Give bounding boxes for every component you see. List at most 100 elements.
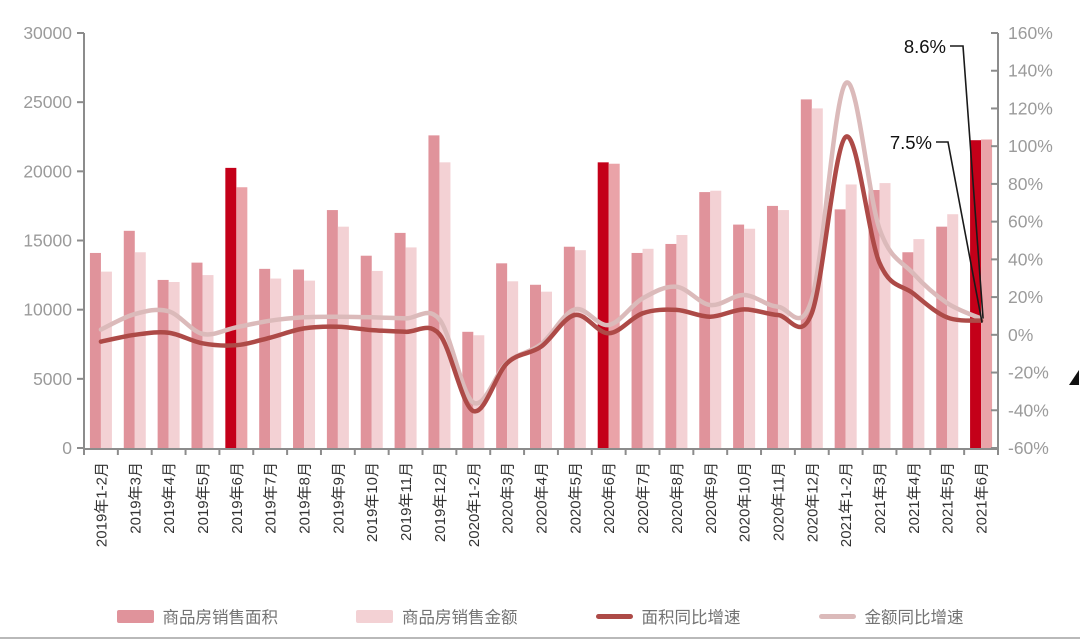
bar-sales-area: [766, 205, 778, 448]
area-growth-line: [98, 134, 984, 414]
sales-area-swatch-icon: [116, 609, 154, 623]
bar-sales-amount: [845, 184, 857, 448]
right-axis-tick-label: 120%: [1008, 98, 1053, 118]
bar-sales-amount: [134, 252, 146, 448]
right-axis-tick-label: 20%: [1008, 287, 1043, 307]
bar-sales-amount: [541, 291, 552, 448]
right-axis-tick-label: -40%: [1008, 400, 1049, 420]
bar-sales-area: [89, 252, 101, 448]
bar-sales-area: [293, 269, 305, 448]
x-axis-category-label: 2019年6月: [229, 462, 246, 534]
bar-sales-amount: [777, 210, 789, 448]
right-axis-tick-label: 100%: [1008, 136, 1053, 156]
x-axis-category-label: 2019年9月: [330, 462, 347, 534]
legend-item-area-growth: 面积同比增速: [595, 604, 741, 628]
bar-sales-amount: [710, 190, 722, 448]
bar-sales-area: [326, 210, 338, 448]
combo-chart: 30000 25000 20000 15000 10000 5000 0 160% 140% 12…: [23, 23, 1079, 547]
bar-sales-area: [834, 209, 846, 448]
annotation-amount-growth-value: 8.6%: [904, 36, 946, 57]
area-growth-line-swatch-icon: [595, 613, 633, 619]
bar-sales-area: [157, 279, 169, 448]
bar-sales-amount: [879, 183, 891, 448]
right-axis-tick-label: 140%: [1008, 61, 1053, 81]
x-axis-category-label: 2019年11月: [398, 462, 415, 541]
left-axis-tick-label: 20000: [23, 161, 72, 181]
x-axis-category-label: 2019年8月: [297, 462, 314, 534]
bar-sales-area: [360, 255, 372, 448]
bar-sales-amount: [507, 281, 519, 448]
bar-sales-amount: [947, 214, 959, 448]
bar-sales-amount: [270, 278, 282, 448]
bar-sales-area: [733, 224, 745, 448]
bar-sales-area: [868, 190, 880, 448]
right-axis-tick-label: 40%: [1008, 249, 1043, 269]
x-axis-category-label: 2020年3月: [500, 462, 517, 534]
bar-sales-area: [631, 252, 643, 448]
x-axis-category-label: 2019年3月: [127, 462, 144, 534]
bar-sales-amount: [371, 270, 383, 448]
bar-sales-area: [123, 230, 135, 448]
bar-sales-amount: [913, 239, 925, 448]
bar-sales-area-highlight: [597, 162, 609, 448]
x-axis-category-label: 2020年7月: [635, 462, 652, 534]
x-axis-category-label: 2020年4月: [534, 462, 551, 534]
bar-sales-area-highlight: [225, 167, 237, 448]
x-axis-category-label: 2021年3月: [872, 462, 889, 534]
legend-item-amount-growth: 金额同比增速: [818, 604, 964, 628]
left-axis-tick-label: 5000: [33, 369, 72, 389]
x-axis-category-label: 2019年10月: [364, 462, 381, 542]
right-axis-tick-label: 0%: [1008, 325, 1033, 345]
left-axis-tick-label: 15000: [23, 231, 72, 251]
x-axis-category-label: 2019年7月: [263, 462, 280, 534]
x-axis-category-label: 2020年6月: [601, 462, 618, 534]
bar-sales-amount: [744, 228, 756, 448]
legend-label-sales-area: 商品房销售面积: [162, 609, 279, 627]
bar-sales-amount: [100, 271, 112, 448]
amount-growth-line: [98, 80, 984, 406]
x-axis-category-label: 2020年8月: [669, 462, 686, 534]
x-axis-category-label: 2019年4月: [161, 462, 178, 534]
right-axis-tick-label: 80%: [1008, 174, 1043, 194]
x-axis-category-label: 2019年1-2月: [93, 462, 110, 547]
bar-sales-area: [563, 246, 575, 448]
callout-line-amount-growth: [950, 45, 984, 319]
legend-label-area-growth: 面积同比增速: [641, 609, 741, 627]
bar-sales-area: [191, 262, 203, 448]
bar-sales-area: [665, 243, 677, 448]
x-axis-category-label: 2020年9月: [703, 462, 720, 534]
x-axis-category-label: 2020年11月: [770, 462, 787, 541]
amount-growth-line-swatch-icon: [818, 613, 856, 619]
bar-sales-amount: [473, 335, 485, 448]
stray-corner-mark: [1069, 370, 1079, 385]
callout-line-area-growth: [936, 141, 983, 323]
x-axis-category-label: 2021年5月: [940, 462, 957, 534]
bar-sales-amount-highlight: [236, 187, 248, 448]
x-axis-category-label: 2021年1-2月: [838, 462, 855, 547]
right-axis-tick-label: -60%: [1008, 438, 1049, 458]
x-axis-category-label: 2020年10月: [737, 462, 754, 542]
bar-sales-area: [699, 192, 711, 448]
bar-sales-amount: [337, 226, 349, 448]
x-axis-category-label: 2021年6月: [974, 462, 991, 534]
bar-sales-amount-highlight: [608, 163, 620, 448]
legend-item-sales-area: 商品房销售面积: [116, 604, 279, 628]
bar-sales-amount-highlight: [981, 139, 993, 448]
bar-sales-amount: [202, 275, 214, 448]
x-axis-category-label: 2020年1-2月: [466, 462, 483, 547]
bar-sales-area: [800, 99, 812, 449]
bar-sales-area: [394, 232, 406, 448]
bar-sales-area-highlight: [970, 140, 982, 449]
x-axis-category-label: 2020年12月: [804, 462, 821, 542]
bar-sales-amount: [405, 247, 417, 448]
annotation-area-growth-value: 7.5%: [890, 132, 932, 153]
bar-sales-area: [259, 268, 271, 448]
left-axis-tick-label: 0: [62, 438, 72, 458]
right-axis-tick-label: 60%: [1008, 212, 1043, 232]
bar-sales-amount: [304, 280, 316, 448]
chart-legend: 商品房销售面积 商品房销售金额 面积同比增速 金额同比增速: [0, 598, 1080, 634]
bar-sales-amount: [439, 162, 451, 448]
bar-sales-amount: [168, 282, 180, 448]
x-axis-category-label: 2019年12月: [432, 462, 449, 542]
